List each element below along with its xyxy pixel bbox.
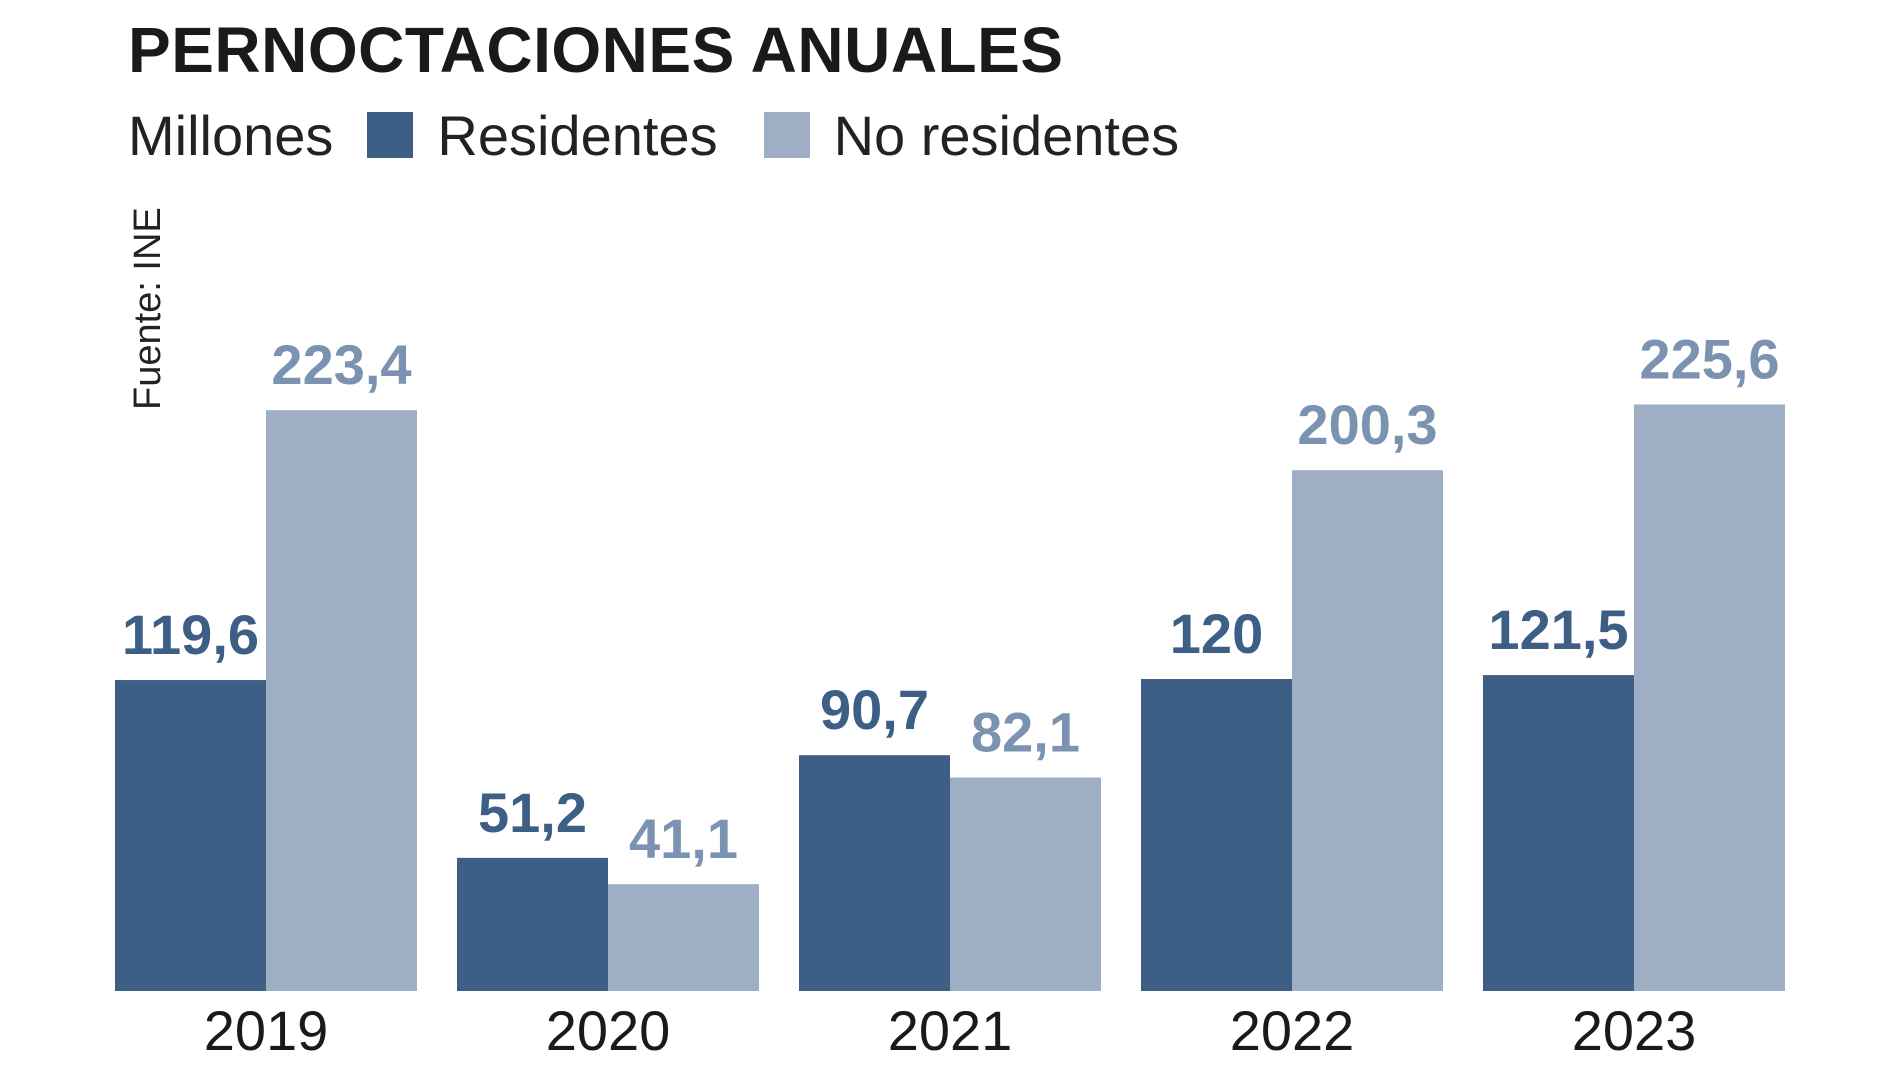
- data-label-no-residentes-2021: 82,1: [971, 701, 1080, 764]
- unit-label: Millones: [128, 103, 334, 167]
- bar-no-residentes-2019: [266, 410, 417, 991]
- bar-no-residentes-2022: [1292, 470, 1443, 992]
- chart-title: PERNOCTACIONES ANUALES: [128, 14, 1064, 86]
- legend-swatch-residentes: [367, 112, 414, 158]
- data-label-residentes-2021: 90,7: [820, 678, 929, 741]
- bar-no-residentes-2021: [950, 777, 1101, 991]
- bar-no-residentes-2020: [608, 884, 759, 991]
- x-tick-label-2020: 2020: [546, 999, 671, 1062]
- legend-entry-no-residentes: No residentes: [763, 103, 1180, 168]
- x-tick-label-2022: 2022: [1230, 999, 1355, 1062]
- data-label-residentes-2022: 120: [1170, 602, 1263, 665]
- bar-residentes-2019: [115, 680, 266, 991]
- data-label-no-residentes-2023: 225,6: [1639, 327, 1779, 390]
- legend-swatch-no-residentes: [763, 112, 810, 158]
- x-tick-label-2019: 2019: [204, 999, 329, 1062]
- data-label-residentes-2020: 51,2: [478, 781, 587, 844]
- bar-no-residentes-2023: [1634, 404, 1785, 991]
- data-label-residentes-2019: 119,6: [122, 603, 259, 666]
- data-label-no-residentes-2019: 223,4: [271, 333, 411, 396]
- bar-residentes-2023: [1483, 675, 1634, 991]
- x-tick-label-2021: 2021: [888, 999, 1013, 1062]
- x-tick-label-2023: 2023: [1572, 999, 1697, 1062]
- data-label-no-residentes-2020: 41,1: [629, 807, 738, 870]
- legend-label-no-residentes: No residentes: [833, 103, 1180, 167]
- bar-residentes-2021: [799, 755, 950, 991]
- data-label-no-residentes-2022: 200,3: [1297, 393, 1437, 456]
- legend-entry-residentes: Residentes: [367, 103, 718, 168]
- legend-label-residentes: Residentes: [437, 103, 718, 167]
- bar-residentes-2020: [457, 857, 608, 991]
- legend: Millones Residentes No residentes: [128, 100, 1225, 170]
- data-label-residentes-2023: 121,5: [1488, 598, 1628, 661]
- bar-residentes-2022: [1141, 679, 1292, 991]
